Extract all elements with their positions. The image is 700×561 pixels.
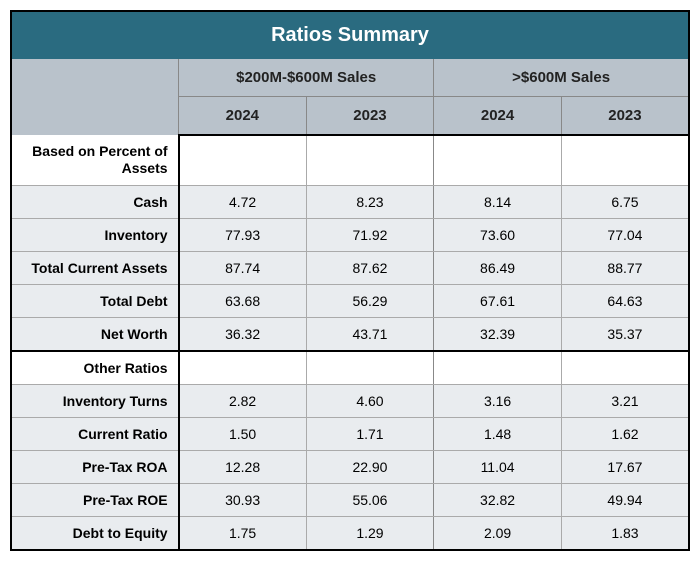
cell: 86.49 [434, 251, 562, 284]
row-label: Inventory [11, 218, 179, 251]
cell: 11.04 [434, 451, 562, 484]
year-header: 2023 [306, 97, 434, 136]
cell: 1.71 [306, 418, 434, 451]
cell: 30.93 [179, 484, 307, 517]
cell: 1.48 [434, 418, 562, 451]
row-label: Total Debt [11, 284, 179, 317]
cell: 55.06 [306, 484, 434, 517]
header-blank [11, 59, 179, 135]
year-header: 2024 [434, 97, 562, 136]
table-title: Ratios Summary [11, 11, 689, 59]
cell: 17.67 [561, 451, 689, 484]
row-label: Total Current Assets [11, 251, 179, 284]
cell: 36.32 [179, 317, 307, 351]
cell: 1.75 [179, 517, 307, 551]
cell: 22.90 [306, 451, 434, 484]
cell: 4.60 [306, 385, 434, 418]
cell: 6.75 [561, 185, 689, 218]
row-label: Cash [11, 185, 179, 218]
cell: 32.39 [434, 317, 562, 351]
cell: 1.62 [561, 418, 689, 451]
year-header: 2023 [561, 97, 689, 136]
column-group-1: $200M-$600M Sales [179, 59, 434, 97]
column-group-2: >$600M Sales [434, 59, 689, 97]
section-heading-1: Based on Percent of Assets [11, 135, 179, 185]
row-label: Pre-Tax ROE [11, 484, 179, 517]
cell: 63.68 [179, 284, 307, 317]
cell: 64.63 [561, 284, 689, 317]
row-label: Current Ratio [11, 418, 179, 451]
cell: 1.50 [179, 418, 307, 451]
row-label: Debt to Equity [11, 517, 179, 551]
cell: 77.04 [561, 218, 689, 251]
cell: 67.61 [434, 284, 562, 317]
cell: 2.82 [179, 385, 307, 418]
cell: 56.29 [306, 284, 434, 317]
cell: 1.29 [306, 517, 434, 551]
section-heading-2: Other Ratios [11, 351, 179, 385]
cell: 71.92 [306, 218, 434, 251]
cell: 2.09 [434, 517, 562, 551]
cell: 4.72 [179, 185, 307, 218]
row-label: Net Worth [11, 317, 179, 351]
cell: 32.82 [434, 484, 562, 517]
cell: 3.16 [434, 385, 562, 418]
row-label: Pre-Tax ROA [11, 451, 179, 484]
cell: 12.28 [179, 451, 307, 484]
cell: 87.74 [179, 251, 307, 284]
cell: 1.83 [561, 517, 689, 551]
year-header: 2024 [179, 97, 307, 136]
ratios-summary-table: Ratios Summary $200M-$600M Sales >$600M … [10, 10, 690, 551]
row-label: Inventory Turns [11, 385, 179, 418]
cell: 43.71 [306, 317, 434, 351]
cell: 87.62 [306, 251, 434, 284]
cell: 49.94 [561, 484, 689, 517]
cell: 8.14 [434, 185, 562, 218]
cell: 73.60 [434, 218, 562, 251]
cell: 8.23 [306, 185, 434, 218]
cell: 3.21 [561, 385, 689, 418]
cell: 35.37 [561, 317, 689, 351]
cell: 88.77 [561, 251, 689, 284]
cell: 77.93 [179, 218, 307, 251]
